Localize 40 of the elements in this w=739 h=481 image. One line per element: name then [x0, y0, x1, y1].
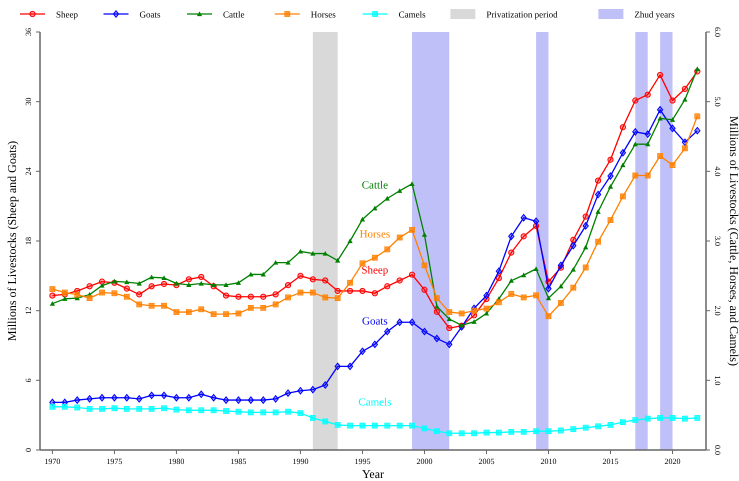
- legend-label: Sheep: [56, 10, 78, 20]
- legend-label: Goats: [140, 10, 161, 20]
- y-tick-label: 36: [24, 28, 33, 36]
- text: Camels: [358, 396, 392, 409]
- text: Horses: [360, 228, 390, 241]
- legend-label: Horses: [310, 10, 336, 20]
- y2-tick-label: 6.0: [713, 27, 722, 37]
- y2-axis-title: Millions of Livestocks (Cattle, Horses, and Camels): [727, 116, 739, 366]
- y2-tick-label: 1.0: [713, 375, 722, 386]
- x-tick-label: 2015: [602, 457, 619, 466]
- y-tick-label: 24: [24, 167, 33, 176]
- legend-label: Cattle: [223, 10, 244, 20]
- x-tick-label: 1985: [230, 457, 246, 466]
- legend-label: Privatization period: [486, 10, 558, 20]
- y2-tick-label: 3.0: [713, 236, 722, 246]
- x-tick-label: 1990: [292, 457, 308, 466]
- x-tick-label: 1980: [168, 457, 184, 466]
- y2-tick-label: 5.0: [713, 96, 722, 107]
- x-tick-label: 2005: [478, 457, 494, 466]
- y-tick-label: 0: [24, 448, 33, 452]
- y-tick-label: 18: [24, 237, 33, 245]
- x-tick-label: 2020: [664, 457, 681, 466]
- y-tick-label: 12: [24, 306, 33, 315]
- x-tick-label: 1995: [354, 457, 370, 466]
- x-tick-label: 1970: [44, 457, 60, 466]
- y2-tick-label: 0.0: [713, 445, 722, 455]
- y2-tick-label: 4.0: [713, 166, 722, 176]
- x-tick-label: 1975: [106, 457, 122, 466]
- y2-tick-label: 2.0: [713, 306, 722, 316]
- x-tick-label: 2000: [416, 457, 432, 466]
- x-tick-label: 2010: [540, 457, 556, 466]
- y-tick-label: 6: [24, 378, 33, 382]
- text: Sheep: [361, 264, 388, 276]
- legend-label: Camels: [398, 10, 426, 20]
- y-axis-title: Millions of Livestocks (Sheep and Goats): [5, 140, 19, 342]
- legend-label: Zhud years: [634, 10, 676, 20]
- y-tick-label: 30: [24, 98, 33, 106]
- text: Cattle: [362, 179, 388, 192]
- text: Goats: [362, 315, 388, 328]
- x-axis-title: Year: [362, 467, 384, 481]
